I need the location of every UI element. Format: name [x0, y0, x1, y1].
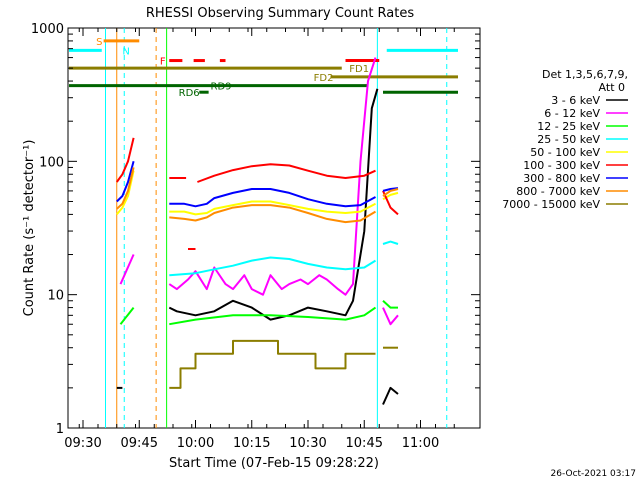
series-1-segment-2 [382, 307, 399, 326]
chart-title: RHESSI Observing Summary Count Rates [146, 6, 415, 21]
legend-label-1: 6 - 12 keV [544, 107, 600, 120]
x-tick-label-2: 10:00 [177, 436, 214, 451]
legend-label-8: 7000 - 15000 keV [502, 198, 600, 211]
vertical-lines [105, 28, 448, 428]
series-3-segment-1 [382, 240, 399, 245]
x-tick-label-6: 11:00 [402, 436, 439, 451]
x-tick-label-3: 10:15 [233, 436, 270, 451]
series-lines [115, 57, 399, 405]
flag-label-rd6: RD6 [179, 88, 200, 99]
x-tick-label-1: 09:45 [121, 436, 158, 451]
series-1-segment-1 [168, 57, 377, 296]
flag-label-n: N [122, 46, 129, 57]
legend-label-5: 100 - 300 keV [523, 159, 600, 172]
y-tick-label-3: 1000 [31, 22, 64, 37]
series-4-segment-1 [169, 200, 376, 216]
flag-label-f: F [160, 57, 166, 68]
series-1-segment-0 [119, 254, 135, 285]
legend-label-0: 3 - 6 keV [551, 94, 600, 107]
series-2-segment-2 [382, 300, 398, 309]
y-axis-label: Count Rate (s⁻¹ detector⁻¹) [22, 140, 37, 317]
legend-header-1: Det 1,3,5,6,7,9, [542, 68, 628, 81]
y-tick-label-1: 10 [47, 289, 64, 304]
series-0-segment-2 [382, 386, 399, 405]
legend-header-2: Att 0 [599, 81, 625, 94]
legend-label-4: 50 - 100 keV [530, 146, 600, 159]
series-7-segment-1 [169, 204, 377, 224]
x-tick-label-0: 09:30 [64, 436, 101, 451]
plot-frame [67, 27, 481, 429]
flag-label-rd9: RD9 [211, 82, 232, 93]
legend-label-7: 800 - 7000 keV [516, 185, 600, 198]
flag-label-fd2: FD2 [314, 73, 334, 84]
series-6-segment-0 [116, 161, 135, 203]
flag-label-fd1: FD1 [349, 64, 369, 75]
axes: 09:30 09:45 10:00 10:15 10:30 10:45 11:00 1 10 10… [31, 22, 480, 451]
legend-label-2: 12 - 25 keV [537, 120, 600, 133]
series-5-segment-4 [382, 190, 399, 216]
flag-label-s: S [96, 37, 102, 48]
series-6-segment-2 [382, 187, 399, 192]
x-tick-label-4: 10:30 [289, 436, 326, 451]
timestamp: 26-Oct-2021 03:17 [551, 469, 636, 479]
series-7-segment-2 [382, 188, 399, 197]
series-7-segment-0 [116, 167, 135, 210]
series-5-segment-3 [197, 163, 376, 183]
legend-label-6: 300 - 800 keV [523, 172, 600, 185]
legend-label-3: 25 - 50 keV [537, 133, 600, 146]
series-8-segment-0 [169, 339, 376, 389]
series-3-segment-0 [169, 256, 377, 277]
series-2-segment-0 [119, 306, 135, 325]
x-axis-label: Start Time (07-Feb-15 09:28:22) [169, 456, 379, 471]
y-tick-label-2: 100 [39, 155, 64, 170]
series-6-segment-1 [169, 188, 376, 208]
series-2-segment-1 [169, 306, 377, 326]
x-tick-label-5: 10:45 [346, 436, 383, 451]
flag-bars: S N F FD1 FD2 RD9 RD6 [69, 37, 458, 99]
series-5-segment-0 [115, 137, 135, 183]
y-tick-label-0: 1 [56, 422, 64, 437]
